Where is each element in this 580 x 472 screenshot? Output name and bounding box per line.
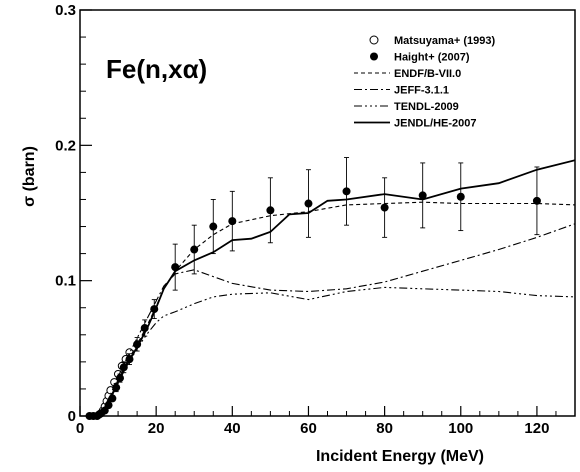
x-tick-label: 20	[148, 420, 165, 437]
legend-label: Haight+ (2007)	[394, 52, 470, 64]
y-tick-label: 0.3	[55, 2, 76, 19]
series-line	[91, 201, 575, 416]
y-tick-label: 0	[68, 408, 76, 425]
x-tick-label: 0	[76, 420, 84, 437]
data-point-filled	[266, 206, 275, 215]
y-tick-label: 0.2	[55, 137, 76, 154]
legend-item-tendl-2009: TENDL-2009	[354, 101, 459, 113]
legend-item-haight-2007: Haight+ (2007)	[370, 52, 470, 64]
x-tick-label: 120	[524, 420, 549, 437]
series-line	[94, 286, 575, 416]
series-line	[91, 159, 575, 416]
legend-label: Matsuyama+ (1993)	[394, 35, 496, 47]
legend-label: JEFF-3.1.1	[394, 85, 449, 97]
y-axis-title: σ (barn)	[21, 146, 38, 207]
series-haight-2007	[85, 157, 541, 420]
data-point-filled	[304, 199, 313, 208]
legend: Matsuyama+ (1993) Haight+ (2007) ENDF/B-VI…	[354, 35, 496, 130]
series-endf-b-vii-0	[91, 201, 575, 416]
data-point-filled	[380, 203, 389, 212]
series-jendl-he-2007	[91, 159, 575, 416]
data-point-filled	[532, 196, 541, 205]
data-point-filled	[418, 191, 427, 200]
legend-label: ENDF/B-VII.0	[394, 68, 461, 80]
x-tick-label: 60	[300, 420, 317, 437]
legend-marker-filled	[370, 52, 378, 61]
ticks-layer: 0 20 40 60 80 100 120 0 0.1 0.2 0.3	[55, 2, 576, 437]
y-tick-label: 0.1	[55, 273, 76, 290]
x-tick-label: 40	[224, 420, 241, 437]
x-tick-label: 80	[376, 420, 393, 437]
legend-item-matsuyama-1993: Matsuyama+ (1993)	[369, 35, 496, 47]
x-tick-label: 100	[448, 420, 473, 437]
legend-label: JENDL/HE-2007	[394, 118, 477, 130]
legend-item-jendl-he-2007: JENDL/HE-2007	[354, 118, 477, 130]
legend-item-endf-b-vii-0: ENDF/B-VII.0	[354, 68, 461, 80]
legend-label: TENDL-2009	[394, 101, 459, 113]
series-jeff-3-1-1	[94, 223, 575, 416]
legend-item-jeff-3-1-1: JEFF-3.1.1	[354, 85, 449, 97]
series-layer	[85, 157, 575, 420]
data-point-filled	[342, 187, 351, 196]
chart-annotation: Fe(n,xα)	[106, 54, 207, 84]
data-point-filled	[456, 192, 465, 201]
series-tendl-2009	[94, 286, 575, 416]
series-line	[94, 223, 575, 416]
legend-marker-open	[369, 35, 379, 45]
data-point-filled	[209, 222, 218, 231]
x-axis-title: Incident Energy (MeV)	[316, 448, 484, 465]
